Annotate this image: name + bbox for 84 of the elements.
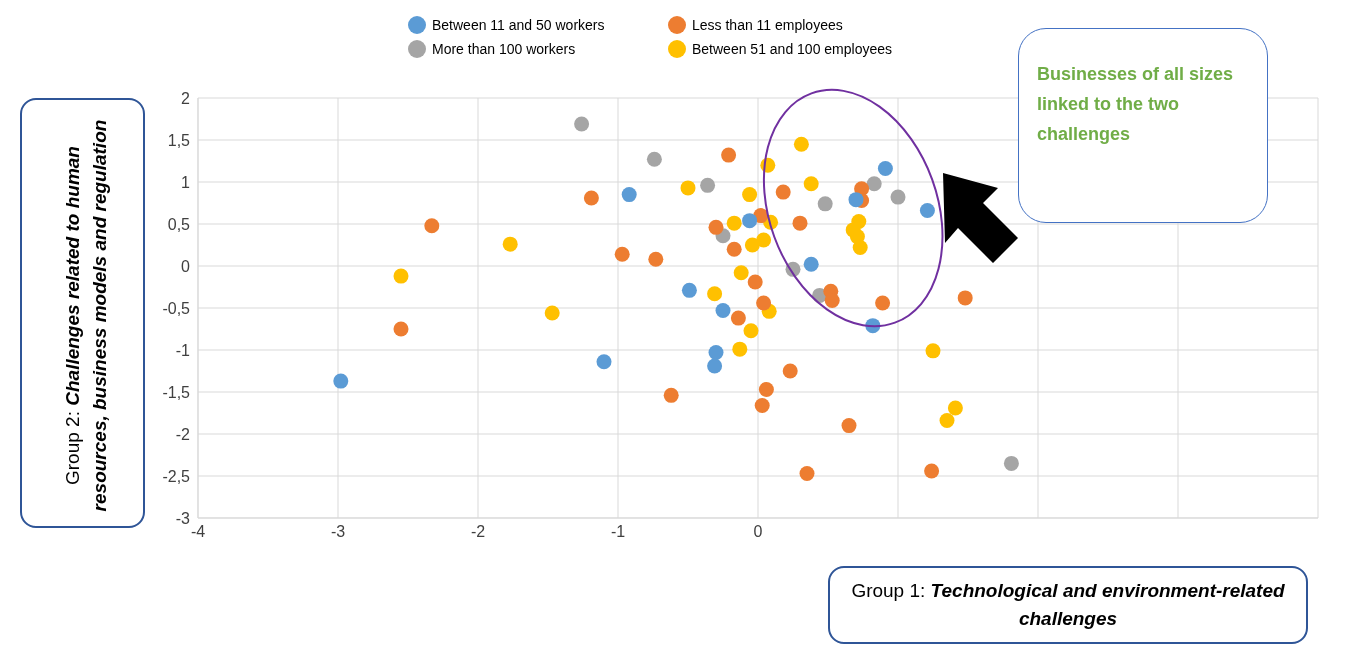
point: [947, 400, 963, 416]
x-tick-label: -3: [330, 523, 346, 541]
point: [742, 213, 758, 229]
point: [924, 463, 940, 479]
label-box: Group 2: Challenges related to human resources, business models and regulation: [20, 98, 145, 528]
point: [583, 190, 599, 206]
point: [393, 268, 409, 284]
point: [793, 136, 809, 152]
point: [957, 290, 973, 306]
point: [792, 215, 808, 231]
point: [817, 196, 833, 212]
y-tick-label: -2: [175, 425, 191, 443]
point: [848, 192, 864, 208]
point: [1003, 455, 1019, 471]
y-tick-label: -3: [175, 509, 191, 527]
point: [502, 236, 518, 252]
point: [733, 265, 749, 281]
point: [707, 286, 723, 302]
point: [890, 189, 906, 205]
point: [721, 147, 737, 163]
point: [799, 465, 815, 481]
point: [754, 397, 770, 413]
point: [708, 345, 724, 361]
point: [715, 303, 731, 319]
point: [756, 232, 772, 248]
point: [782, 363, 798, 379]
legend-label: Between 51 and 100 employees: [692, 41, 893, 57]
point: [614, 246, 630, 262]
label-box: Group 1: Technological and environment-related challenges: [828, 566, 1308, 644]
point: [708, 219, 724, 235]
y-tick-label: 0,5: [167, 215, 191, 233]
point: [726, 241, 742, 257]
y-tick-label: 0: [181, 257, 191, 275]
y-tick-label: 2: [181, 89, 191, 107]
point: [732, 341, 748, 357]
point: [919, 203, 935, 219]
point: [393, 321, 409, 337]
point: [803, 256, 819, 272]
legend-label: Less than 11 employees: [692, 17, 843, 33]
point: [747, 274, 763, 290]
y-axis-title: Group 2: Challenges related to human resources, business models and regulation: [60, 119, 109, 511]
point: [730, 310, 746, 326]
x-axis-title: Group 1: Technological and environment-related challenges: [851, 580, 1285, 629]
point: [742, 187, 758, 203]
point: [596, 354, 612, 370]
point: [877, 161, 893, 177]
point: [875, 295, 891, 311]
x-tick-label: -2: [470, 523, 486, 541]
point: [758, 381, 774, 397]
point: [544, 305, 560, 321]
point: [681, 282, 697, 298]
legend-label: Between 11 and 50 workers: [432, 17, 605, 33]
y-tick-label: -2,5: [162, 467, 191, 485]
y-tick-label: -0,5: [162, 299, 191, 317]
x-tick-label: 0: [753, 523, 763, 541]
y-tick-label: -1,5: [162, 383, 191, 401]
point: [939, 413, 955, 429]
point: [726, 215, 742, 231]
x-tick-label: -4: [190, 523, 206, 541]
point: [648, 251, 664, 267]
point: [621, 187, 637, 203]
point: [424, 218, 440, 234]
point: [700, 177, 716, 193]
point: [866, 176, 882, 192]
point: [663, 387, 679, 403]
legend-label: More than 100 workers: [432, 41, 576, 57]
point: [333, 373, 349, 389]
point: [756, 295, 772, 311]
callout-box: Businesses of all sizes linked to the two challenges: [1018, 28, 1268, 223]
point: [851, 213, 867, 229]
y-tick-label: 1,5: [167, 131, 191, 149]
point: [574, 116, 590, 132]
point: [646, 151, 662, 167]
x-tick-label: -1: [610, 523, 626, 541]
point: [680, 180, 696, 196]
y-tick-label: -1: [175, 341, 191, 359]
y-tick-label: 1: [181, 173, 191, 191]
point: [852, 240, 868, 256]
point: [743, 323, 759, 339]
point: [841, 418, 857, 434]
point: [775, 184, 791, 200]
point: [803, 176, 819, 192]
point: [925, 343, 941, 359]
point: [707, 358, 723, 374]
